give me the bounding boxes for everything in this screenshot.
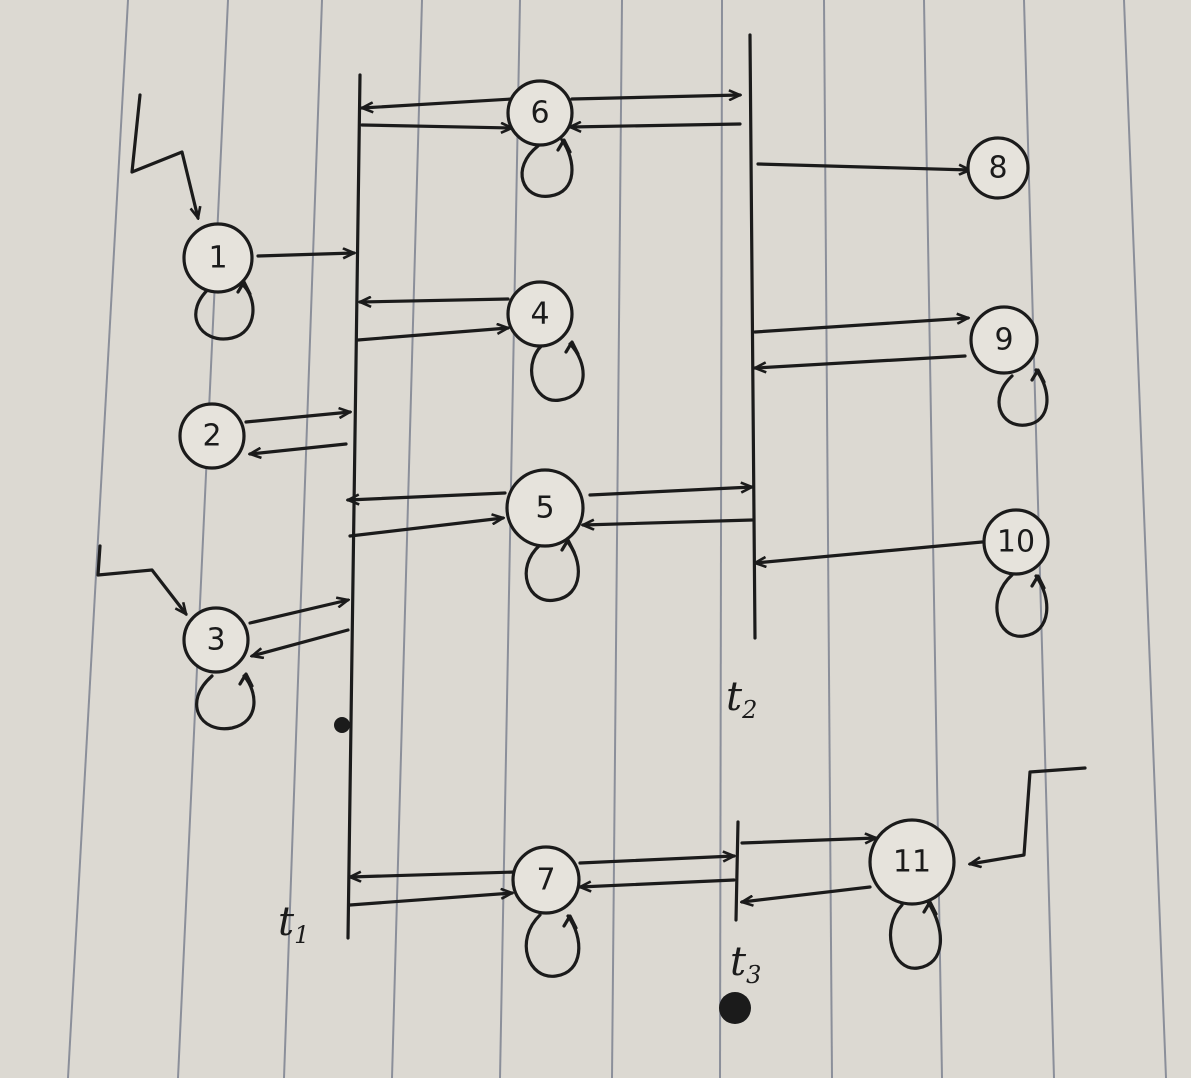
self-loop-3 xyxy=(195,674,256,731)
edge-9-t2 xyxy=(755,354,967,368)
node-2-label: 2 xyxy=(202,419,221,454)
node-1-label: 1 xyxy=(208,241,227,276)
node-5-label: 5 xyxy=(535,491,554,526)
self-loop-4-arrowhead xyxy=(564,340,580,356)
node-4: 4 xyxy=(506,280,574,348)
edge-4-t1 xyxy=(360,299,510,302)
initial-marker-1 xyxy=(130,93,198,218)
initial-marker-11 xyxy=(970,766,1087,864)
edge-t1-6 xyxy=(360,125,512,128)
bar-t2 xyxy=(748,33,757,640)
node-8-label: 8 xyxy=(988,151,1007,186)
self-loop-6 xyxy=(520,138,574,198)
node-7: 7 xyxy=(511,845,581,915)
edge-t3-11 xyxy=(740,838,876,845)
node-8: 8 xyxy=(966,136,1030,200)
node-6: 6 xyxy=(506,79,574,147)
self-loop-10 xyxy=(995,573,1049,638)
self-loop-7-arrowhead xyxy=(562,914,578,930)
node-4-label: 4 xyxy=(530,297,549,332)
ink-blot xyxy=(719,992,751,1024)
edge-5-t1 xyxy=(348,491,507,500)
edge-t2-9 xyxy=(753,318,968,334)
self-loop-11-arrowhead xyxy=(922,900,938,916)
self-loop-9 xyxy=(997,368,1049,427)
node-11-label: 11 xyxy=(893,845,931,880)
edge-t2-6 xyxy=(570,124,742,127)
edge-t1-3 xyxy=(252,628,350,656)
self-loop-10-arrowhead xyxy=(1030,574,1046,590)
node-11: 11 xyxy=(868,818,956,906)
edge-t1-7 xyxy=(348,893,512,907)
edge-6-t1 xyxy=(362,97,514,108)
node-1: 1 xyxy=(182,222,254,294)
node-9: 9 xyxy=(969,305,1039,375)
self-loop-9-arrowhead xyxy=(1030,368,1046,384)
edge-t2-8 xyxy=(756,162,970,170)
node-10-label: 10 xyxy=(997,525,1035,560)
bar-t3-label: t3 xyxy=(730,939,761,989)
edge-5-t2 xyxy=(588,487,752,497)
node-9-label: 9 xyxy=(994,323,1013,358)
self-loop-5 xyxy=(524,538,580,602)
edge-t3-7 xyxy=(580,878,736,887)
edge-11-t3 xyxy=(742,885,872,902)
self-loop-7 xyxy=(524,913,581,978)
paper-rules xyxy=(67,0,1167,1078)
node-3: 3 xyxy=(182,606,250,674)
ink-blot xyxy=(334,717,350,733)
bar-t2-label: t2 xyxy=(726,674,757,724)
edge-t1-2 xyxy=(250,442,348,454)
edge-t2-5 xyxy=(583,518,754,525)
edge-3-t1 xyxy=(248,600,348,625)
node-5: 5 xyxy=(505,468,585,548)
self-loop-4 xyxy=(530,340,585,402)
bar-t1 xyxy=(346,73,362,940)
edge-t1-4 xyxy=(356,328,508,342)
self-loop-1 xyxy=(194,282,255,341)
node-10: 10 xyxy=(982,508,1050,576)
edge-7-t1 xyxy=(350,870,517,877)
node-3-label: 3 xyxy=(206,623,225,658)
edge-10-t2 xyxy=(755,540,984,563)
self-loop-6-arrowhead xyxy=(556,138,572,154)
edges xyxy=(244,95,984,907)
node-7-label: 7 xyxy=(536,863,555,898)
edge-t1-5 xyxy=(348,518,503,538)
node-2: 2 xyxy=(178,402,246,470)
bar-t1-label: t1 xyxy=(278,899,309,949)
edge-7-t3 xyxy=(578,856,734,865)
node-6-label: 6 xyxy=(530,96,549,131)
bar-t3 xyxy=(734,820,740,922)
self-loop-11 xyxy=(888,900,942,970)
edge-2-t1 xyxy=(244,412,350,424)
self-loop-3-arrowhead xyxy=(238,672,254,688)
edge-6-t2 xyxy=(570,95,740,99)
initial-marker-3 xyxy=(96,544,186,614)
edge-1-t1 xyxy=(256,253,354,256)
self-loops xyxy=(194,138,1049,978)
